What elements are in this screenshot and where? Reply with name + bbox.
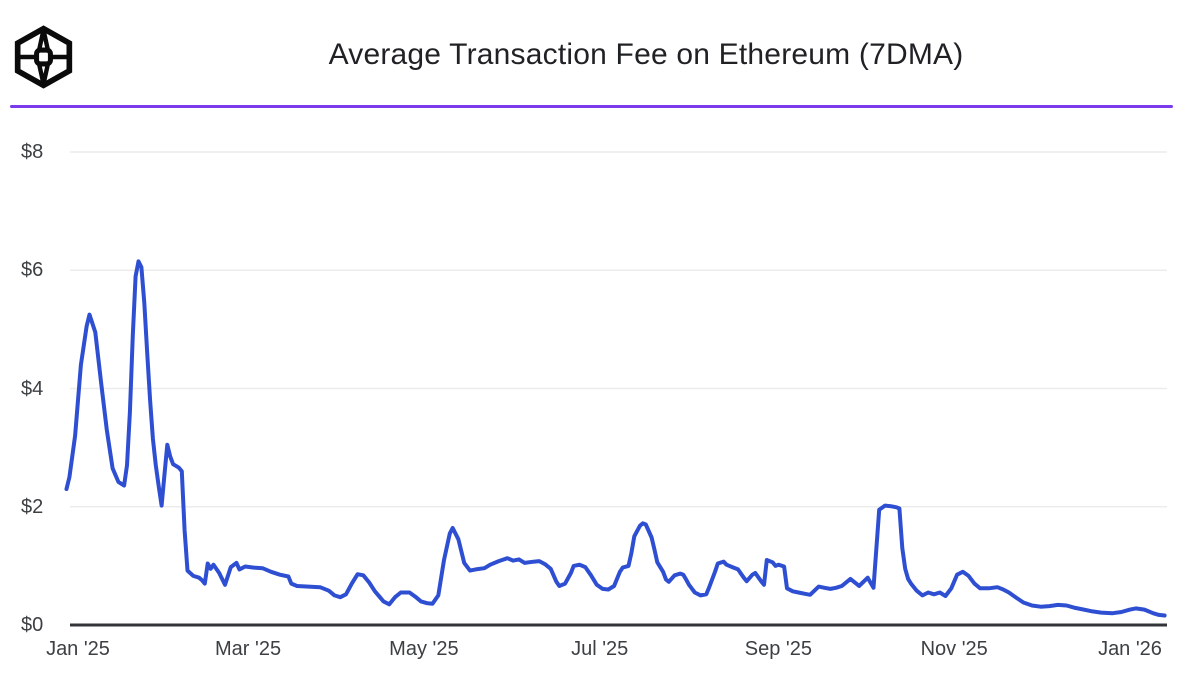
cube-logo-icon <box>14 25 73 89</box>
chart-title: Average Transaction Fee on Ethereum (7DM… <box>328 38 964 71</box>
y-axis-tick-label: $0 <box>21 614 44 636</box>
x-axis-tick-label: Jan '25 <box>46 638 110 660</box>
x-axis-tick-label: Nov '25 <box>920 638 988 660</box>
the-block-logo <box>12 25 75 89</box>
y-axis-tick-label: $2 <box>21 495 44 518</box>
fee-line-series <box>64 259 1167 618</box>
x-axis-tick-label: Sep '25 <box>744 638 812 660</box>
header-divider <box>10 105 1173 108</box>
y-axis-tick-label: $8 <box>21 141 44 163</box>
x-axis-tick-label: Jan '26 <box>1098 638 1162 660</box>
x-axis-tick-label: May '25 <box>389 638 459 660</box>
x-axis-tick-label: Mar '25 <box>215 638 282 660</box>
x-axis-tick-label: Jul '25 <box>571 638 629 660</box>
y-axis-tick-label: $4 <box>21 377 44 400</box>
y-axis-tick-label: $6 <box>21 259 44 282</box>
